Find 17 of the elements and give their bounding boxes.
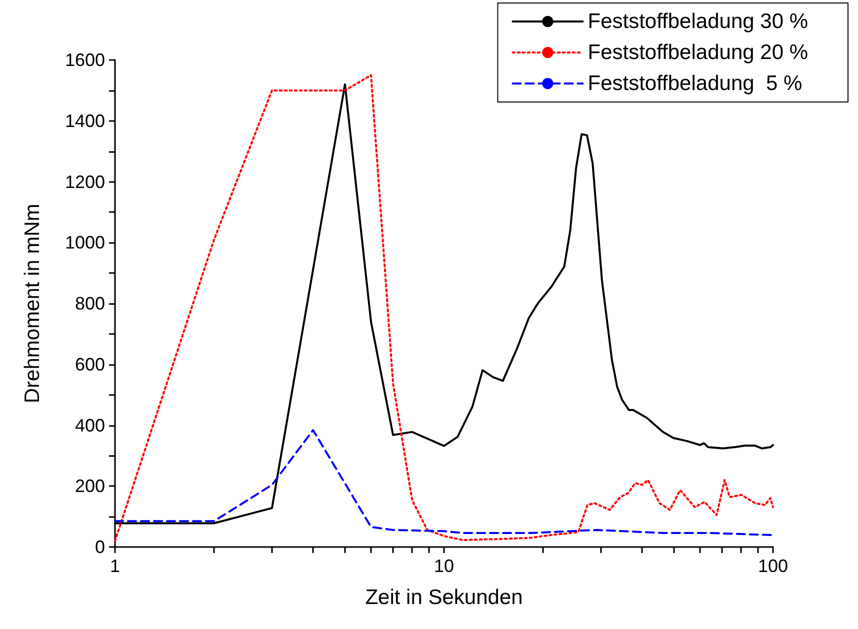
y-tick-label: 600 [74,354,105,374]
legend-label: Feststoffbeladung 5 % [588,72,802,95]
y-tick-label: 1400 [64,110,105,131]
legend-label: Feststoffbeladung 30 % [588,10,808,33]
x-axis-title: Zeit in Sekunden [365,586,523,609]
x-tick-label: 1 [110,556,120,576]
x-tick-label: 10 [434,556,454,576]
y-tick-label: 1600 [64,50,105,70]
y-tick-label: 200 [74,476,105,496]
x-tick-label: 100 [758,556,788,576]
y-tick-label: 0 [94,537,105,557]
y-tick-label: 400 [74,415,105,436]
y-tick-label: 1000 [64,232,105,253]
y-tick-label: 1200 [64,172,105,192]
y-axis-title: Drehmoment in mNm [21,204,44,404]
y-tick-label: 800 [74,294,105,314]
legend-label: Feststoffbeladung 20 % [588,41,808,64]
